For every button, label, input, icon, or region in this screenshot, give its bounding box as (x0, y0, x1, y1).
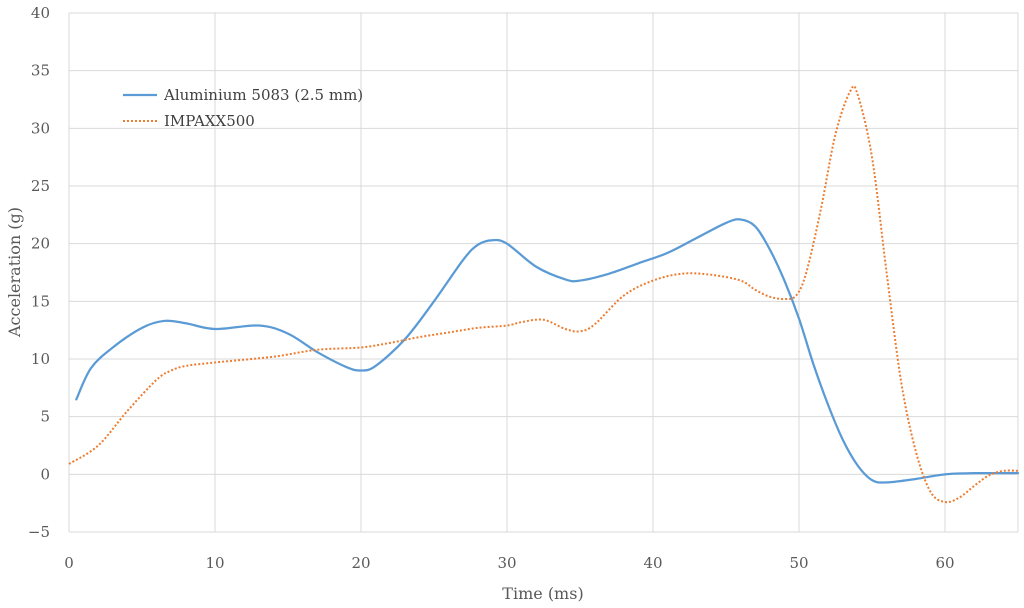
x-tick-label: 50 (789, 554, 808, 572)
y-tick-label: 40 (31, 4, 50, 22)
y-tick-label: 20 (31, 235, 50, 253)
legend: Aluminium 5083 (2.5 mm) IMPAXX500 (123, 86, 363, 130)
x-tick-label: 40 (643, 554, 662, 572)
x-tick-label: 0 (64, 554, 74, 572)
series-line-2 (68, 84, 1019, 504)
y-tick-label: 5 (40, 408, 50, 426)
y-tick-label: 25 (31, 177, 50, 195)
y-tick-labels: −5 0 5 10 15 20 25 30 35 40 (28, 4, 50, 541)
y-tick-label: 35 (31, 62, 50, 80)
x-tick-labels: 0 10 20 30 40 50 60 (64, 554, 954, 572)
x-tick-label: 60 (935, 554, 954, 572)
y-axis-title: Acceleration (g) (5, 207, 24, 338)
x-tick-label: 10 (205, 554, 224, 572)
x-tick-label: 30 (497, 554, 516, 572)
x-tick-label: 20 (351, 554, 370, 572)
x-axis-title: Time (ms) (502, 584, 583, 603)
y-tick-label: −5 (28, 523, 50, 541)
series-layer (68, 84, 1020, 504)
gridlines (68, 12, 1019, 533)
y-tick-label: 10 (31, 350, 50, 368)
y-tick-label: 15 (31, 292, 50, 310)
series-line-1 (75, 218, 1020, 484)
legend-label-1: Aluminium 5083 (2.5 mm) (163, 86, 363, 104)
legend-label-2: IMPAXX500 (164, 112, 255, 130)
y-tick-label: 30 (31, 119, 50, 137)
y-tick-label: 0 (40, 465, 50, 483)
